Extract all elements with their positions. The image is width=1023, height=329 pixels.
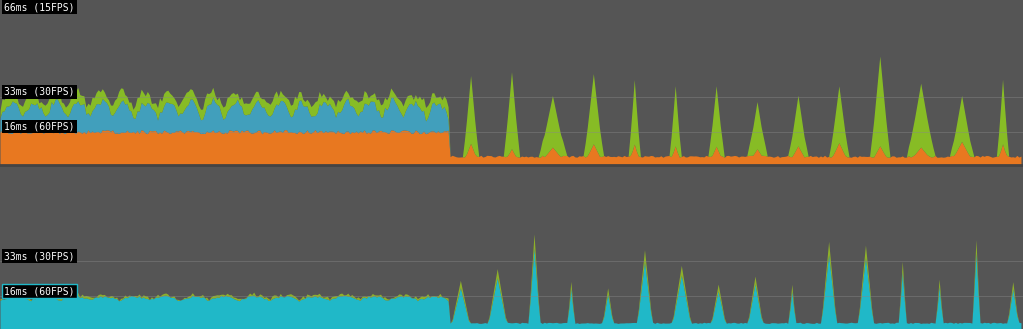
Text: 16ms (60FPS): 16ms (60FPS) [4,286,75,296]
Text: 33ms (30FPS): 33ms (30FPS) [4,87,75,97]
Text: 16ms (60FPS): 16ms (60FPS) [4,121,75,132]
Text: 33ms (30FPS): 33ms (30FPS) [4,251,75,261]
Text: 66ms (15FPS): 66ms (15FPS) [4,2,75,12]
